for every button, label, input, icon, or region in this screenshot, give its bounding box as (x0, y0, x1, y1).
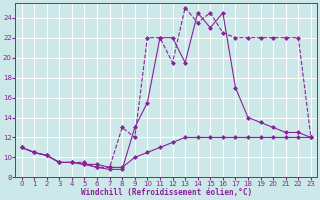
X-axis label: Windchill (Refroidissement éolien,°C): Windchill (Refroidissement éolien,°C) (81, 188, 252, 197)
